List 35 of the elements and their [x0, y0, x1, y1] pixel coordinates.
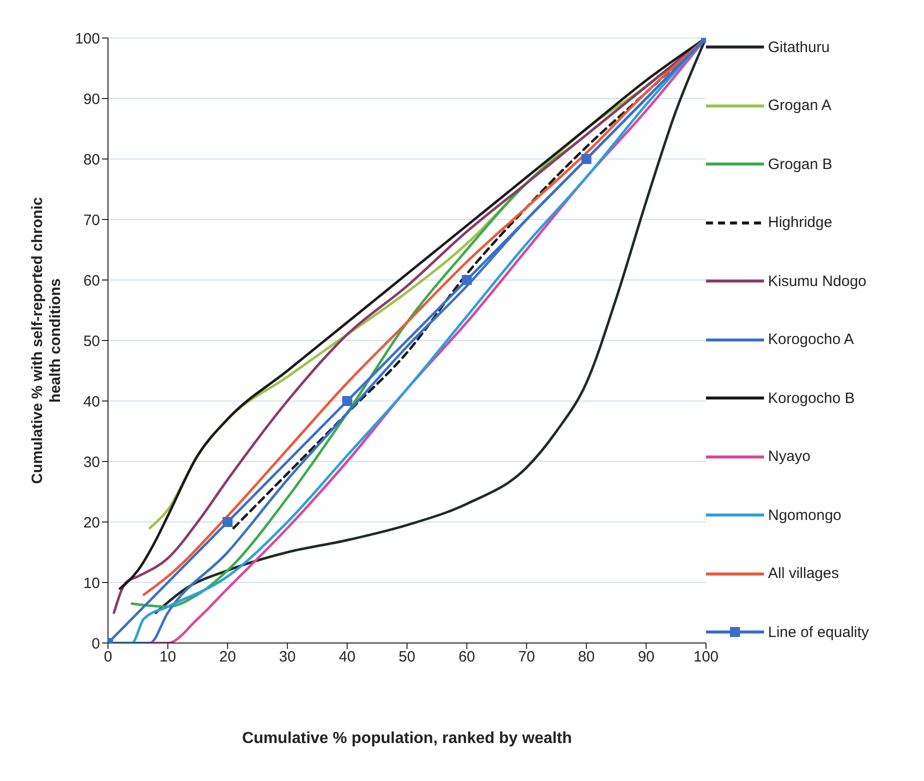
legend-label: Ngomongo — [768, 506, 842, 524]
x-tick-label: 10 — [159, 648, 176, 666]
y-tick-label: 90 — [83, 90, 100, 108]
x-tick-label: 20 — [219, 648, 236, 666]
x-tick-label: 60 — [458, 648, 476, 666]
legend-label: Gitathuru — [768, 38, 830, 56]
y-tick-label: 40 — [83, 393, 100, 410]
legend-label: Grogan A — [768, 97, 832, 114]
x-tick-label: 80 — [578, 648, 595, 666]
x-tick-label: 30 — [279, 648, 296, 666]
y-tick-label: 20 — [83, 514, 100, 532]
y-tick-label: 50 — [83, 332, 100, 350]
y-tick-label: 60 — [83, 272, 100, 290]
x-tick-label: 40 — [338, 648, 356, 666]
x-tick-label: 50 — [398, 648, 416, 666]
y-tick-label: 80 — [83, 151, 100, 168]
x-tick-label: 100 — [693, 648, 719, 666]
legend-label: Nyayo — [768, 448, 811, 466]
y-tick-label: 10 — [83, 574, 100, 592]
x-tick-label: 90 — [638, 648, 655, 666]
legend-label: Highridge — [768, 214, 832, 232]
legend-label: Line of equality — [768, 624, 869, 641]
legend-label: Korogocho A — [768, 331, 854, 348]
legend-label: All villages — [768, 565, 839, 582]
y-tick-label: 100 — [74, 30, 100, 48]
legend-label: Kisumu Ndogo — [768, 272, 866, 290]
y-tick-label: 70 — [83, 212, 100, 229]
y-tick-label: 30 — [83, 454, 100, 471]
legend-label: Korogocho B — [768, 390, 855, 407]
x-tick-label: 70 — [518, 648, 535, 666]
legend-label: Grogan B — [768, 156, 832, 173]
y-axis-title: Cumulative % with self-reported chronic health conditions — [29, 197, 64, 484]
y-tick-label: 0 — [92, 635, 100, 652]
x-tick-label: 0 — [104, 648, 112, 666]
x-axis-title: Cumulative % population, ranked by wealth — [242, 730, 572, 747]
